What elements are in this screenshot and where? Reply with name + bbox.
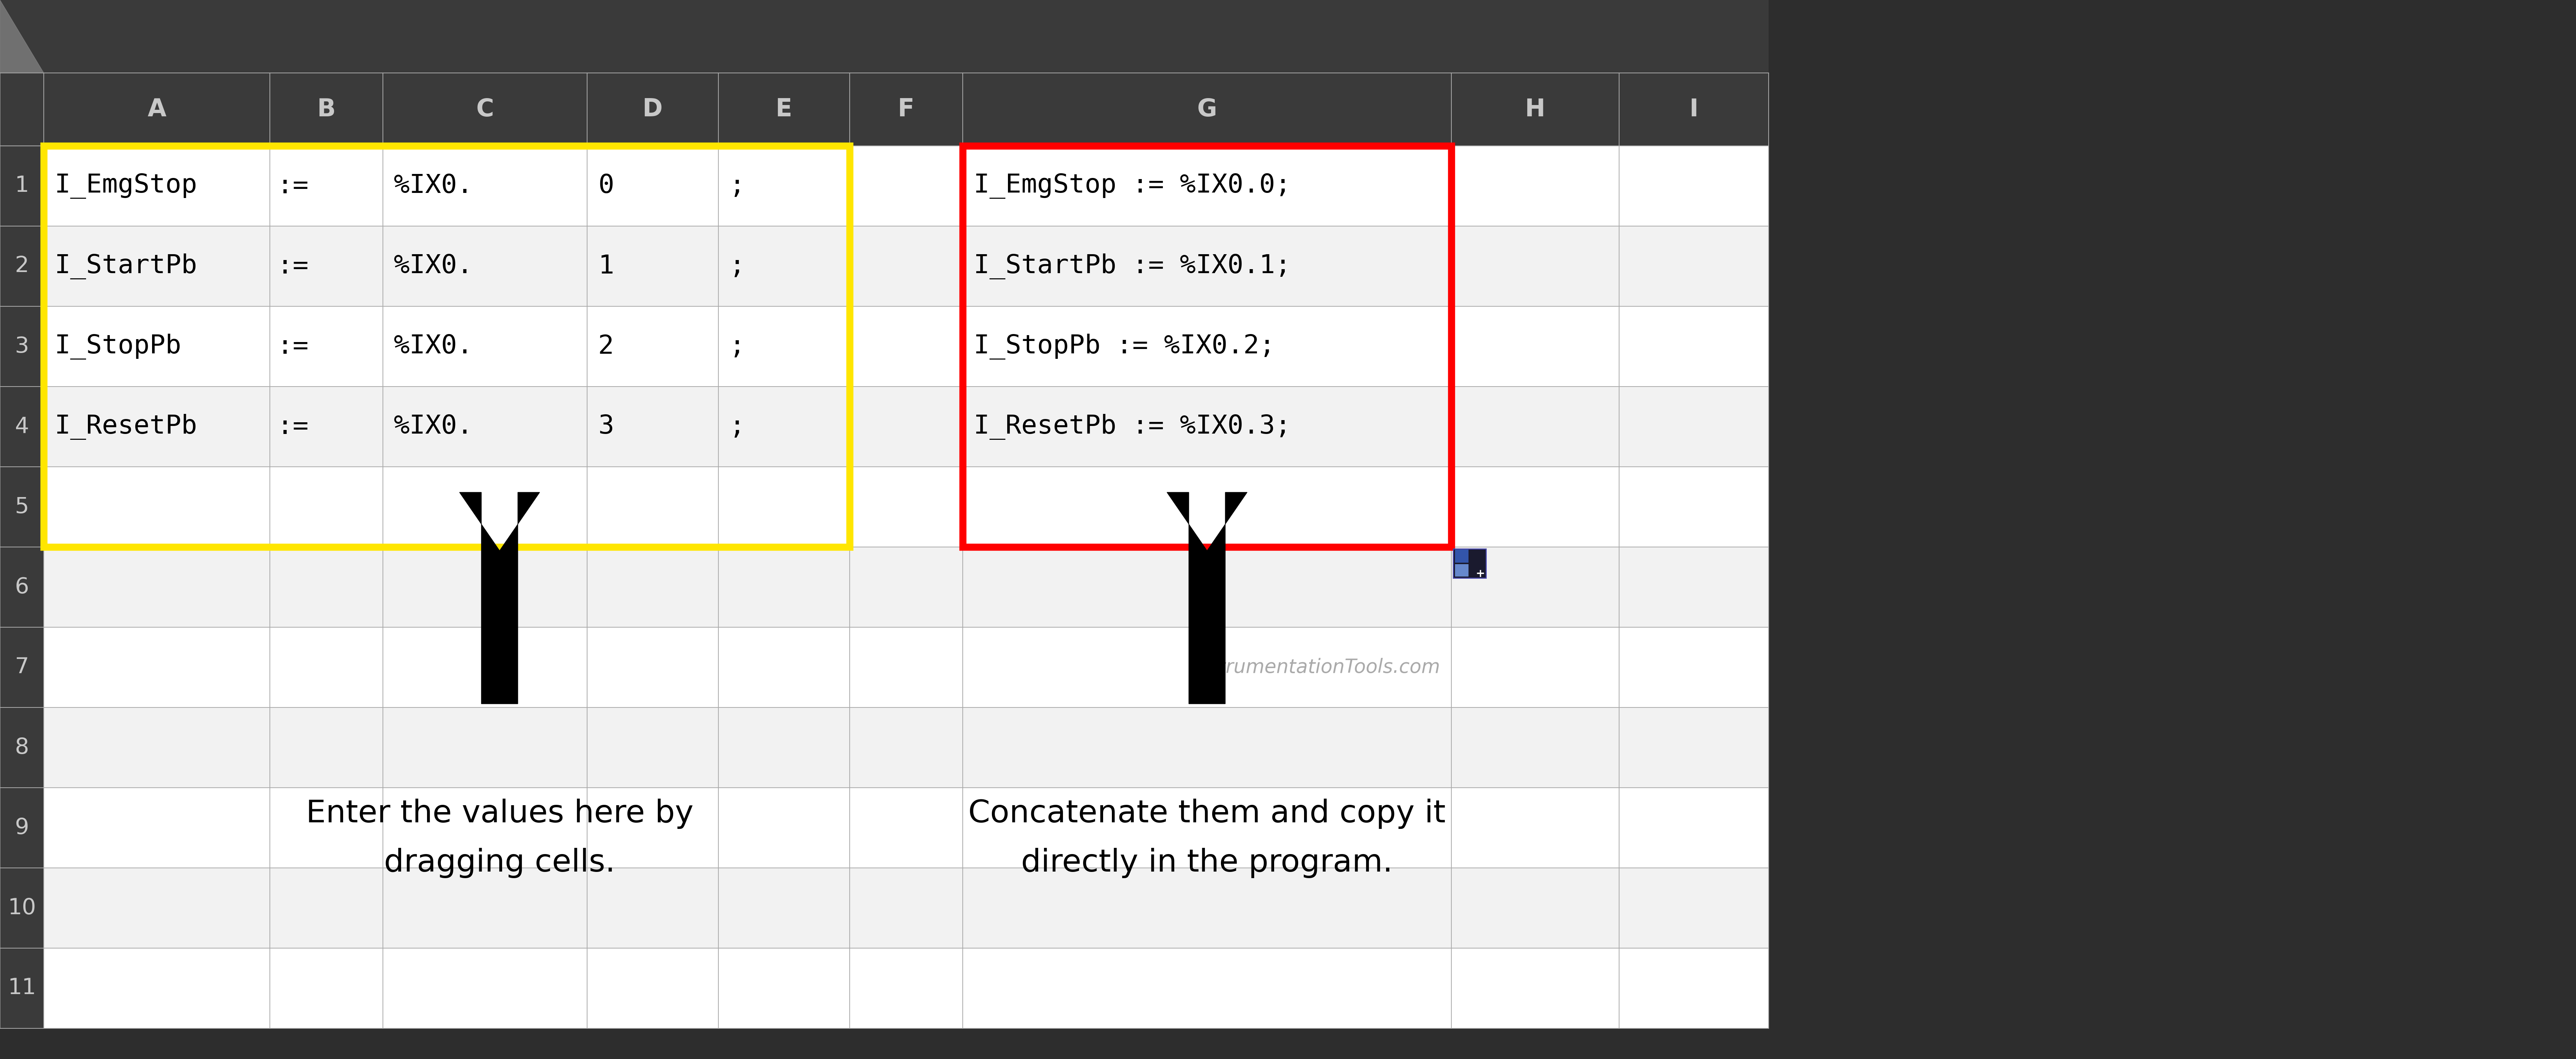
Text: D: D — [641, 97, 662, 122]
Bar — [0, 0, 1770, 1028]
Text: I_EmgStop := %IX0.0;: I_EmgStop := %IX0.0; — [974, 174, 1291, 199]
Text: +: + — [1476, 569, 1486, 579]
Text: 10: 10 — [8, 897, 36, 919]
Polygon shape — [1167, 492, 1247, 704]
Bar — [44, 306, 1770, 387]
Text: ;: ; — [729, 174, 744, 199]
Text: I_StartPb: I_StartPb — [54, 253, 198, 280]
Text: :=: := — [278, 253, 309, 279]
Text: Concatenate them and copy it
directly in the program.: Concatenate them and copy it directly in… — [969, 798, 1445, 878]
Text: :=: := — [278, 414, 309, 439]
Text: %IX0.: %IX0. — [394, 414, 474, 439]
Text: 9: 9 — [15, 818, 28, 839]
Text: 0: 0 — [598, 174, 613, 199]
Bar — [44, 146, 850, 548]
Text: ;: ; — [729, 414, 744, 439]
Text: I_StopPb := %IX0.2;: I_StopPb := %IX0.2; — [974, 334, 1275, 359]
Bar — [1455, 550, 1468, 562]
Polygon shape — [459, 492, 541, 704]
Text: 2: 2 — [598, 334, 613, 359]
Text: I_ResetPb := %IX0.3;: I_ResetPb := %IX0.3; — [974, 414, 1291, 439]
Text: 1: 1 — [598, 253, 613, 279]
Text: 1: 1 — [15, 175, 28, 197]
Text: 8: 8 — [15, 737, 28, 758]
Text: 5: 5 — [15, 496, 28, 518]
Bar — [1455, 564, 1468, 576]
Text: C: C — [477, 97, 495, 122]
Bar — [1453, 549, 1486, 578]
Text: G: G — [1198, 97, 1216, 122]
Bar — [44, 707, 1770, 788]
Bar — [44, 548, 1770, 627]
Bar — [44, 948, 1770, 1028]
Bar — [0, 73, 44, 1028]
Bar — [44, 627, 1770, 707]
Text: Enter the values here by
dragging cells.: Enter the values here by dragging cells. — [307, 798, 693, 878]
Text: %IX0.: %IX0. — [394, 174, 474, 199]
Text: 6: 6 — [15, 576, 28, 598]
Text: H: H — [1525, 97, 1546, 122]
Text: I: I — [1690, 97, 1698, 122]
Text: %IX0.: %IX0. — [394, 334, 474, 359]
Text: 3: 3 — [598, 414, 613, 439]
Bar — [44, 788, 1770, 868]
Bar — [0, 0, 1770, 73]
Text: ;: ; — [729, 253, 744, 279]
Text: :=: := — [278, 334, 309, 359]
Text: ;: ; — [729, 334, 744, 359]
Text: InstrumentationTools.com: InstrumentationTools.com — [1190, 658, 1440, 677]
Text: %IX0.: %IX0. — [394, 253, 474, 279]
Bar — [44, 868, 1770, 948]
Bar — [44, 467, 1770, 548]
Text: 3: 3 — [15, 336, 28, 357]
Text: I_StopPb: I_StopPb — [54, 334, 180, 359]
Bar — [0, 73, 1770, 146]
Bar — [963, 146, 1450, 548]
Text: 2: 2 — [15, 255, 28, 277]
Text: B: B — [317, 97, 335, 122]
Text: F: F — [899, 97, 914, 122]
Text: 4: 4 — [15, 416, 28, 437]
Text: A: A — [147, 97, 167, 122]
Text: I_EmgStop: I_EmgStop — [54, 174, 198, 199]
Text: I_StartPb := %IX0.1;: I_StartPb := %IX0.1; — [974, 253, 1291, 280]
Text: 11: 11 — [8, 977, 36, 999]
Bar — [44, 226, 1770, 306]
Text: :=: := — [278, 174, 309, 199]
Polygon shape — [0, 0, 44, 73]
Text: 7: 7 — [15, 657, 28, 678]
Text: I_ResetPb: I_ResetPb — [54, 414, 198, 439]
Bar — [44, 387, 1770, 467]
Bar — [44, 146, 1770, 226]
Text: E: E — [775, 97, 793, 122]
